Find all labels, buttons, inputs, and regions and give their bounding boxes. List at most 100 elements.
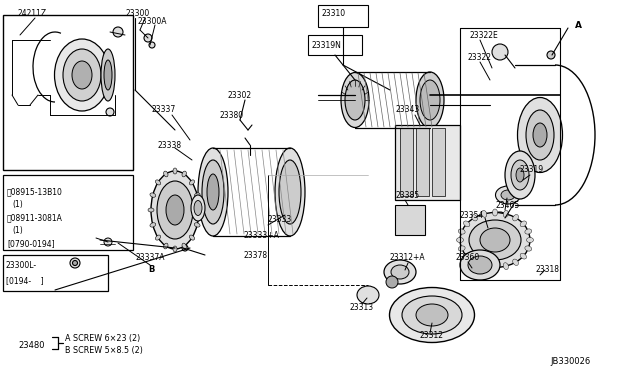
Ellipse shape xyxy=(390,288,474,343)
Ellipse shape xyxy=(173,246,177,252)
Ellipse shape xyxy=(198,148,228,236)
Text: 23312+A: 23312+A xyxy=(390,253,426,263)
Bar xyxy=(400,128,413,196)
Text: A SCREW 6×23 (2): A SCREW 6×23 (2) xyxy=(65,334,140,343)
Ellipse shape xyxy=(481,211,487,217)
Text: B SCREW 5×8.5 (2): B SCREW 5×8.5 (2) xyxy=(65,346,143,355)
Ellipse shape xyxy=(279,160,301,224)
Ellipse shape xyxy=(202,160,224,224)
Ellipse shape xyxy=(420,80,440,120)
Circle shape xyxy=(144,34,152,42)
Text: 23310: 23310 xyxy=(322,10,346,19)
Text: 23337: 23337 xyxy=(152,106,176,115)
Text: 23322E: 23322E xyxy=(470,31,499,39)
Text: A: A xyxy=(575,20,582,29)
Ellipse shape xyxy=(463,253,470,259)
Ellipse shape xyxy=(520,253,527,259)
Ellipse shape xyxy=(533,123,547,147)
Text: 23333: 23333 xyxy=(268,215,292,224)
Circle shape xyxy=(72,260,77,266)
Ellipse shape xyxy=(150,193,156,197)
Ellipse shape xyxy=(460,250,500,280)
Bar xyxy=(395,205,425,235)
Ellipse shape xyxy=(468,256,492,274)
Ellipse shape xyxy=(189,180,195,185)
Text: 24211Z: 24211Z xyxy=(18,9,47,17)
Text: 23322: 23322 xyxy=(468,54,492,62)
Text: 23380: 23380 xyxy=(220,110,244,119)
Text: 23378: 23378 xyxy=(244,250,268,260)
Ellipse shape xyxy=(54,39,109,111)
Ellipse shape xyxy=(525,229,532,234)
Text: ⓝ08911-3081A: ⓝ08911-3081A xyxy=(7,214,63,222)
Ellipse shape xyxy=(516,168,524,182)
Text: 23343: 23343 xyxy=(395,106,419,115)
Text: 23319N: 23319N xyxy=(311,41,341,49)
Text: 23300A: 23300A xyxy=(138,17,168,26)
Bar xyxy=(3,255,108,291)
Ellipse shape xyxy=(527,237,534,243)
Ellipse shape xyxy=(195,223,200,227)
Ellipse shape xyxy=(391,265,409,279)
Bar xyxy=(395,125,460,200)
Text: (1): (1) xyxy=(12,227,23,235)
Circle shape xyxy=(113,27,123,37)
Circle shape xyxy=(492,212,508,228)
Ellipse shape xyxy=(157,181,193,239)
Ellipse shape xyxy=(182,171,186,177)
Bar xyxy=(3,15,133,170)
Text: ⓥ08915-13B10: ⓥ08915-13B10 xyxy=(7,187,63,196)
Bar xyxy=(432,128,445,196)
Ellipse shape xyxy=(458,229,465,234)
Text: JB330026: JB330026 xyxy=(550,357,590,366)
Ellipse shape xyxy=(525,246,532,251)
Text: 23480: 23480 xyxy=(18,340,45,350)
Ellipse shape xyxy=(518,97,563,173)
Ellipse shape xyxy=(493,209,497,216)
Ellipse shape xyxy=(357,286,379,304)
Text: 23354: 23354 xyxy=(460,211,484,219)
Ellipse shape xyxy=(469,220,521,260)
Text: 23465: 23465 xyxy=(495,201,519,209)
Ellipse shape xyxy=(150,223,156,227)
Ellipse shape xyxy=(481,263,487,270)
Bar xyxy=(416,128,429,196)
Text: 23338: 23338 xyxy=(158,141,182,150)
Text: 23333+A: 23333+A xyxy=(244,231,280,240)
Ellipse shape xyxy=(513,215,518,221)
Ellipse shape xyxy=(104,60,112,90)
Ellipse shape xyxy=(480,228,510,252)
Ellipse shape xyxy=(189,235,195,240)
Ellipse shape xyxy=(194,201,202,215)
Circle shape xyxy=(104,238,112,246)
Circle shape xyxy=(106,108,114,116)
Ellipse shape xyxy=(275,148,305,236)
Ellipse shape xyxy=(456,237,463,243)
Ellipse shape xyxy=(166,195,184,225)
Circle shape xyxy=(386,276,398,288)
Bar xyxy=(318,5,368,27)
Circle shape xyxy=(149,42,155,48)
Ellipse shape xyxy=(520,221,527,227)
Ellipse shape xyxy=(207,174,219,210)
Ellipse shape xyxy=(384,260,416,284)
Text: 23319: 23319 xyxy=(520,166,544,174)
Ellipse shape xyxy=(341,73,369,128)
Ellipse shape xyxy=(164,243,168,249)
Ellipse shape xyxy=(63,49,101,101)
Ellipse shape xyxy=(195,193,200,197)
Text: 23337A: 23337A xyxy=(135,253,164,263)
Ellipse shape xyxy=(173,168,177,174)
Ellipse shape xyxy=(513,259,518,266)
Ellipse shape xyxy=(526,110,554,160)
Ellipse shape xyxy=(460,212,530,267)
Circle shape xyxy=(547,51,555,59)
Ellipse shape xyxy=(416,304,448,326)
Circle shape xyxy=(492,44,508,60)
Ellipse shape xyxy=(503,211,508,217)
Ellipse shape xyxy=(101,49,115,101)
Ellipse shape xyxy=(156,235,161,240)
Circle shape xyxy=(182,245,188,251)
Ellipse shape xyxy=(472,259,477,266)
Text: [0194-    ]: [0194- ] xyxy=(6,276,44,285)
